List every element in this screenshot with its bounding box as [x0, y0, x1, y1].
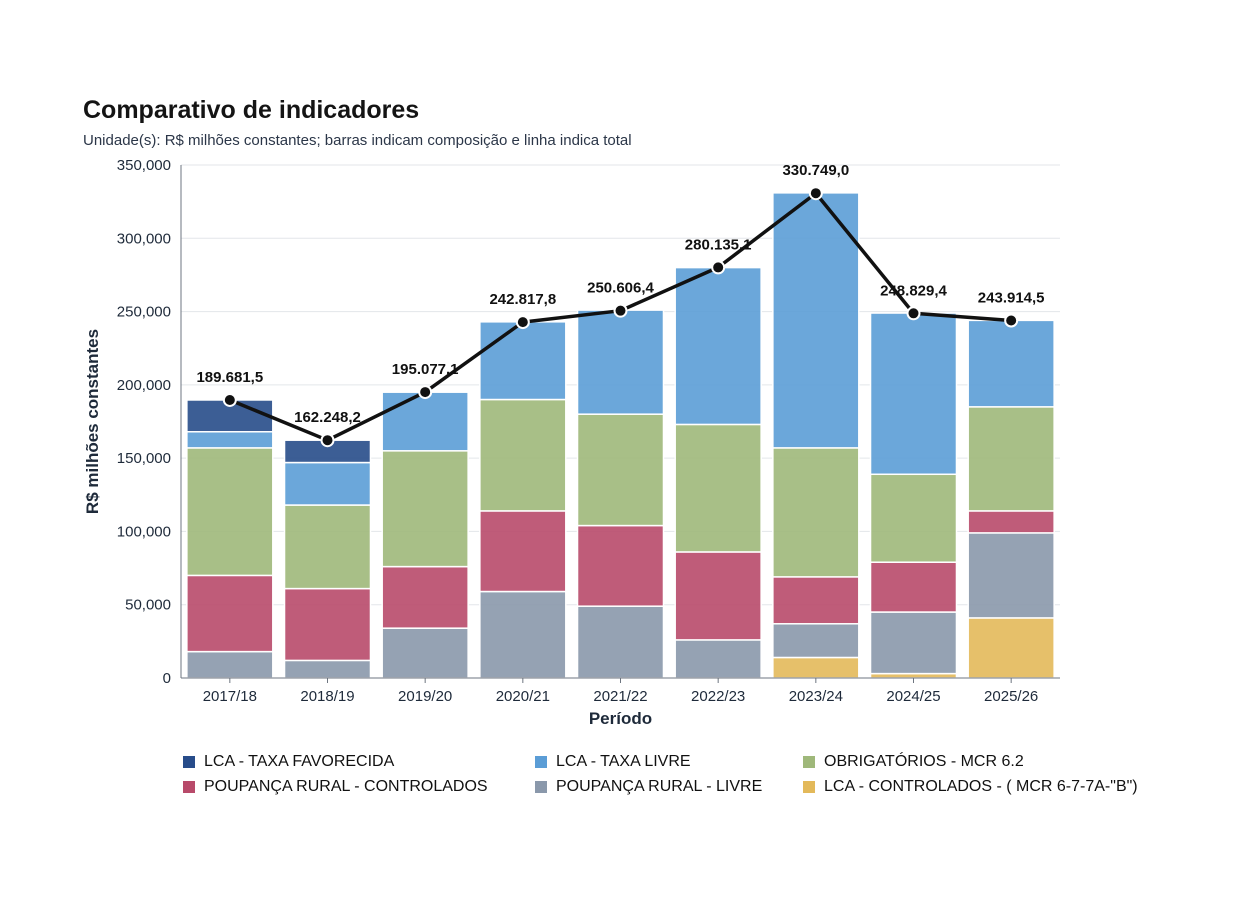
total-data-label: 248.829,4: [880, 282, 947, 299]
total-point[interactable]: [1004, 313, 1019, 328]
total-data-label: 280.135,1: [685, 236, 752, 253]
x-axis-title: Período: [589, 709, 652, 728]
legend-label: POUPANÇA RURAL - LIVRE: [556, 778, 763, 795]
legend-item[interactable]: OBRIGATÓRIOS - MCR 6.2: [803, 753, 1024, 771]
total-point[interactable]: [711, 260, 726, 275]
legend-item[interactable]: LCA - TAXA FAVORECIDA: [183, 753, 394, 771]
y-tick-label: 200,000: [117, 377, 171, 394]
total-data-label: 250.606,4: [587, 280, 654, 297]
x-tick-label: 2025/26: [984, 688, 1038, 705]
total-data-label: 330.749,0: [782, 162, 849, 179]
bar-segment[interactable]: [869, 473, 958, 563]
bar-segment[interactable]: [772, 576, 860, 625]
y-tick-label: 350,000: [117, 157, 171, 174]
total-data-label: 243.914,5: [978, 289, 1045, 306]
y-axis-title: R$ milhões constantes: [83, 329, 102, 514]
bar-segment[interactable]: [967, 617, 1055, 679]
legend-swatch: [803, 781, 815, 793]
bar-segment[interactable]: [674, 639, 762, 679]
bar-segment[interactable]: [479, 321, 567, 401]
bar-segment[interactable]: [674, 266, 762, 426]
legend-item[interactable]: POUPANÇA RURAL - LIVRE: [535, 778, 762, 796]
bar-segment[interactable]: [772, 656, 860, 679]
chart-title: Comparativo de indicadores: [83, 96, 420, 124]
bar-segment[interactable]: [576, 309, 665, 415]
bar-segment[interactable]: [283, 659, 372, 679]
bar-segment[interactable]: [674, 551, 762, 641]
x-tick-label: 2023/24: [789, 688, 843, 705]
bar-segment[interactable]: [967, 319, 1055, 408]
legend-label: OBRIGATÓRIOS - MCR 6.2: [824, 753, 1024, 770]
y-tick-label: 250,000: [117, 304, 171, 321]
bar-segment[interactable]: [186, 431, 274, 449]
bar-segment[interactable]: [186, 650, 274, 679]
total-point[interactable]: [515, 315, 530, 330]
legend-swatch: [535, 756, 547, 768]
y-tick-label: 50,000: [125, 597, 171, 614]
legend-item[interactable]: LCA - TAXA LIVRE: [535, 753, 691, 771]
total-point[interactable]: [320, 433, 335, 448]
bar-segment[interactable]: [186, 574, 274, 653]
bar-segment[interactable]: [283, 504, 372, 590]
bar-segment[interactable]: [869, 312, 958, 476]
legend-item[interactable]: POUPANÇA RURAL - CONTROLADOS: [183, 778, 488, 796]
y-tick-label: 300,000: [117, 230, 171, 247]
bar-segment[interactable]: [381, 391, 469, 452]
y-tick-label: 150,000: [117, 450, 171, 467]
legend-swatch: [183, 781, 195, 793]
bar-segment[interactable]: [576, 413, 665, 527]
x-tick-label: 2022/23: [691, 688, 745, 705]
total-point[interactable]: [222, 392, 237, 407]
bar-segment[interactable]: [674, 423, 762, 553]
bar-segment[interactable]: [479, 398, 567, 512]
y-tick-label: 0: [163, 670, 171, 687]
total-data-label: 162.248,2: [294, 409, 361, 426]
total-point[interactable]: [418, 385, 433, 400]
bar-segment[interactable]: [186, 447, 274, 577]
legend-swatch: [183, 756, 195, 768]
x-tick-label: 2019/20: [398, 688, 452, 705]
bar-segment[interactable]: [967, 510, 1055, 534]
total-point[interactable]: [808, 186, 823, 201]
legend-label: POUPANÇA RURAL - CONTROLADOS: [204, 778, 488, 795]
x-tick-label: 2018/19: [300, 688, 354, 705]
x-tick-label: 2020/21: [496, 688, 550, 705]
x-tick-label: 2021/22: [593, 688, 647, 705]
bar-segment[interactable]: [772, 623, 860, 659]
x-tick-label: 2017/18: [203, 688, 257, 705]
total-data-label: 195.077,1: [392, 361, 459, 378]
bar-segment[interactable]: [283, 461, 372, 506]
legend-label: LCA - TAXA FAVORECIDA: [204, 753, 395, 770]
legend-swatch: [803, 756, 815, 768]
total-point[interactable]: [613, 303, 628, 318]
bar-segment[interactable]: [967, 406, 1055, 512]
legend-swatch: [535, 781, 547, 793]
legend-label: LCA - CONTROLADOS - ( MCR 6-7-7A-"B"): [824, 778, 1138, 795]
bar-segment[interactable]: [576, 605, 665, 679]
total-data-label: 242.817,8: [489, 291, 556, 308]
bar-segment[interactable]: [381, 627, 469, 679]
bar-segment[interactable]: [967, 532, 1055, 619]
x-tick-label: 2024/25: [886, 688, 940, 705]
bar-segment[interactable]: [381, 450, 469, 568]
chart-subtitle: Unidade(s): R$ milhões constantes; barra…: [83, 132, 632, 149]
bar-segment[interactable]: [869, 611, 958, 675]
bar-segment[interactable]: [283, 587, 372, 662]
total-point[interactable]: [906, 306, 921, 321]
bar-segment[interactable]: [869, 561, 958, 613]
bar-segment[interactable]: [479, 590, 567, 679]
bar-segment[interactable]: [576, 524, 665, 607]
legend-label: LCA - TAXA LIVRE: [556, 753, 691, 770]
bar-segment[interactable]: [479, 510, 567, 593]
total-data-label: 189.681,5: [196, 369, 263, 386]
y-tick-label: 100,000: [117, 523, 171, 540]
bar-segment[interactable]: [772, 447, 860, 578]
legend-item[interactable]: LCA - CONTROLADOS - ( MCR 6-7-7A-"B"): [803, 778, 1138, 796]
bar-segment[interactable]: [772, 192, 860, 449]
bar-segment[interactable]: [381, 565, 469, 629]
